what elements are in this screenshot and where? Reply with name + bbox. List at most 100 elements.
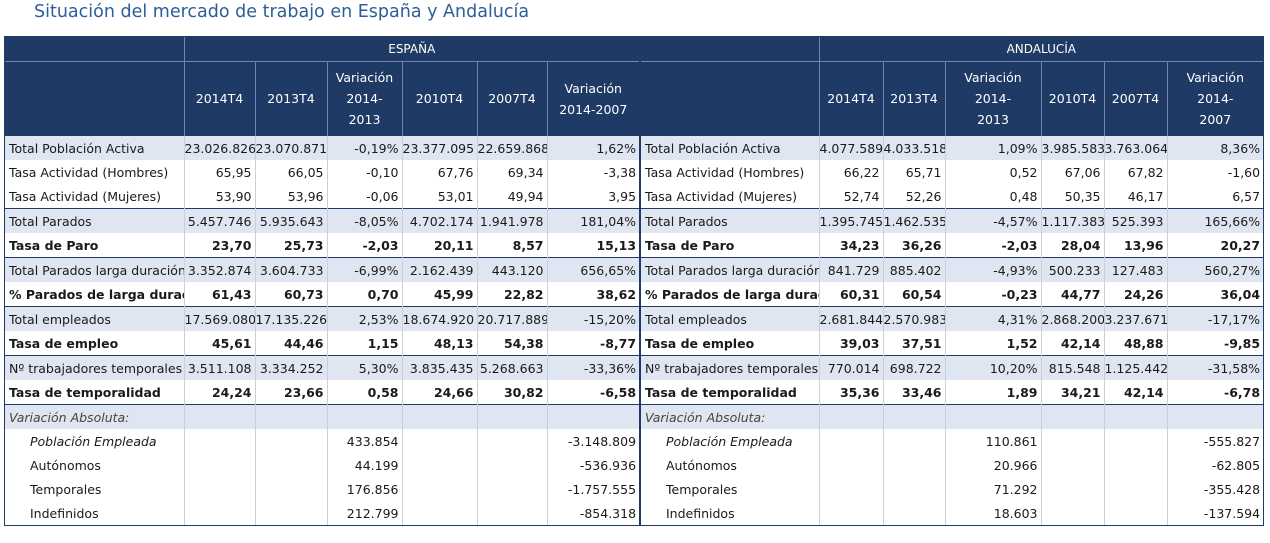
row-label: Total empleados: [641, 306, 819, 331]
data-cell: 10,20%: [944, 355, 1041, 380]
table-row: Total Parados 5.457.746 5.935.643 -8,05% 4.7…: [5, 208, 640, 233]
data-cell: 4.033.518: [882, 135, 945, 160]
data-cell: 48,88: [1103, 331, 1167, 356]
row-label: Total Parados: [5, 208, 184, 233]
table-row: Tasa de Paro 23,70 25,73 -2,03 20,11 8,57 15,1…: [5, 233, 640, 258]
data-cell: 52,74: [818, 184, 883, 209]
data-cell: 8,57: [476, 233, 547, 258]
data-cell: 22.659.868: [476, 135, 547, 160]
data-cell: 2.681.844: [818, 306, 883, 331]
data-cell: 24,24: [183, 380, 255, 405]
data-cell: 8,36%: [1166, 135, 1264, 160]
table-row: Total Población Activa 4.077.589 4.033.518…: [641, 135, 1264, 160]
table-row: Variación Absoluta:: [5, 404, 640, 429]
corner-cell: [5, 37, 184, 62]
data-cell: [254, 477, 327, 501]
data-cell: [944, 404, 1041, 429]
row-label: Total empleados: [5, 306, 184, 331]
data-cell: 60,31: [818, 282, 883, 307]
data-cell: -555.827: [1166, 429, 1264, 453]
data-cell: 3.237.671: [1103, 306, 1167, 331]
table-row: Tasa de temporalidad 24,24 23,66 0,58 24,66 3…: [5, 380, 640, 405]
column-header: Variación 2014-2007: [546, 61, 640, 136]
row-label: Tasa de Paro: [645, 237, 735, 253]
data-cell: [254, 429, 327, 453]
table-row: Tasa Actividad (Mujeres) 53,90 53,96 -0,06 5…: [5, 184, 640, 209]
table-row: Tasa Actividad (Mujeres) 52,74 52,26 0,48 50…: [641, 184, 1264, 209]
data-cell: -1.757.555: [546, 477, 640, 501]
table-row: Autónomos 44.199 -536.936: [5, 453, 640, 477]
data-cell: 67,76: [401, 160, 477, 184]
data-cell: -2,03: [944, 233, 1041, 258]
data-cell: [1103, 501, 1167, 525]
row-label: Autónomos: [666, 457, 737, 473]
data-cell: 2,53%: [326, 306, 402, 331]
data-cell: 24,26: [1103, 282, 1167, 307]
table-body: Total Población Activa 4.077.589 4.033.518…: [641, 135, 1264, 525]
row-label: Total Parados larga duración: [641, 257, 819, 282]
data-cell: 4,31%: [944, 306, 1041, 331]
row-label: Nº trabajadores temporales: [5, 355, 184, 380]
column-header: 2014T4: [183, 61, 255, 136]
data-cell: [818, 453, 883, 477]
data-cell: 0,48: [944, 184, 1041, 209]
data-cell: 3.835.435: [401, 355, 477, 380]
data-cell: 69,34: [476, 160, 547, 184]
data-cell: 23.070.871: [254, 135, 327, 160]
row-label: Nº trabajadores temporales: [641, 355, 819, 380]
data-cell: 52,26: [882, 184, 945, 209]
data-cell: [546, 404, 640, 429]
row-label: Autónomos: [30, 457, 101, 473]
data-cell: 698.722: [882, 355, 945, 380]
table-row: Total Parados 1.395.745 1.462.535 -4,57% 1.1…: [641, 208, 1264, 233]
data-cell: 22,82: [476, 282, 547, 307]
data-cell: 38,62: [546, 282, 640, 307]
data-cell: [401, 501, 477, 525]
data-cell: -0,10: [326, 160, 402, 184]
data-cell: 50,35: [1040, 184, 1104, 209]
data-cell: 23.377.095: [401, 135, 477, 160]
data-cell: [818, 501, 883, 525]
data-cell: 560,27%: [1166, 257, 1264, 282]
data-cell: -0,19%: [326, 135, 402, 160]
data-cell: [476, 477, 547, 501]
data-cell: [326, 404, 402, 429]
data-cell: 3.511.108: [183, 355, 255, 380]
data-cell: [1103, 404, 1167, 429]
column-header: 2013T4: [882, 61, 945, 136]
data-cell: 36,04: [1166, 282, 1264, 307]
data-cell: 67,82: [1103, 160, 1167, 184]
data-cell: -6,58: [546, 380, 640, 405]
data-cell: 61,43: [183, 282, 255, 307]
data-cell: -17,17%: [1166, 306, 1264, 331]
data-cell: 1,15: [326, 331, 402, 356]
data-cell: [476, 404, 547, 429]
data-cell: 23,70: [183, 233, 255, 258]
data-cell: [401, 404, 477, 429]
data-cell: 17.135.226: [254, 306, 327, 331]
data-cell: [183, 477, 255, 501]
data-cell: 3.334.252: [254, 355, 327, 380]
row-label: Temporales: [666, 481, 738, 497]
data-cell: 2.570.983: [882, 306, 945, 331]
data-cell: 3.985.583: [1040, 135, 1104, 160]
column-header: 2007T4: [476, 61, 547, 136]
table-row: Tasa Actividad (Hombres) 65,95 66,05 -0,10 6…: [5, 160, 640, 184]
data-cell: 66,05: [254, 160, 327, 184]
data-cell: 44,46: [254, 331, 327, 356]
data-cell: [254, 453, 327, 477]
data-cell: 3,95: [546, 184, 640, 209]
data-cell: 656,65%: [546, 257, 640, 282]
data-cell: 18.674.920: [401, 306, 477, 331]
data-cell: -0,06: [326, 184, 402, 209]
row-label: Tasa de temporalidad: [645, 384, 797, 400]
data-cell: 23,66: [254, 380, 327, 405]
data-cell: [401, 453, 477, 477]
data-cell: 23.026.826: [183, 135, 255, 160]
data-cell: 34,23: [818, 233, 883, 258]
column-header: Variación 2014-2013: [944, 61, 1041, 136]
data-cell: 1.941.978: [476, 208, 547, 233]
row-label: Variación Absoluta:: [5, 404, 184, 429]
row-label: Total Población Activa: [5, 135, 184, 160]
data-cell: 28,04: [1040, 233, 1104, 258]
